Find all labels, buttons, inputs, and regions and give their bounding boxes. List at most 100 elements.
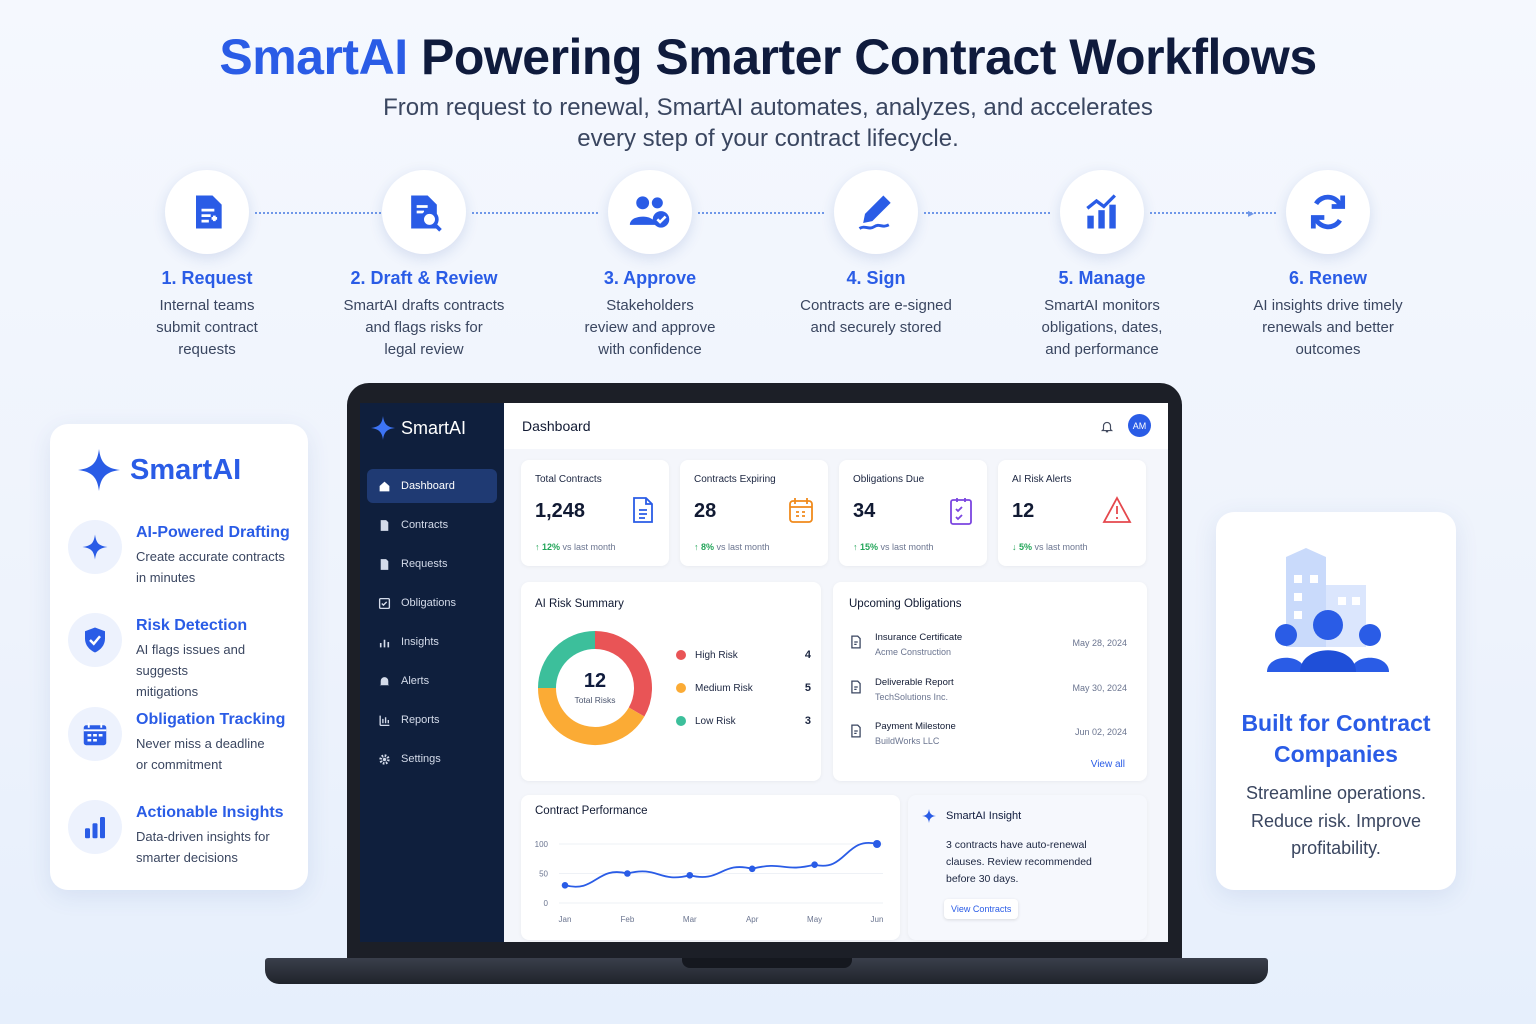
x-tick-label: Mar [683,915,697,924]
x-tick-label: Jan [559,915,572,924]
pen-signature-icon [858,195,891,230]
document-icon [851,724,861,738]
obligation-item[interactable]: Deliverable Report TechSolutions Inc. May … [849,677,1127,717]
step-icon-circle [382,170,466,254]
feature-title: Actionable Insights [136,804,284,821]
obligation-party: BuildWorks LLC [875,736,940,746]
obligation-item[interactable]: Payment Milestone BuildWorks LLC Jun 02, 2… [849,721,1127,761]
app-logo[interactable]: SmartAI [371,416,466,440]
sidebar-item-requests[interactable]: Requests [367,547,497,581]
kpi-card[interactable]: Obligations Due 34 ↑ 15% vs last month [839,460,987,566]
legend-swatch [676,716,686,726]
document-icon [633,497,653,523]
kpi-label: AI Risk Alerts [1012,474,1072,485]
contracts-icon [380,519,389,531]
sidebar-item-label: Requests [401,558,448,570]
clipboard-check-icon [950,498,972,525]
app-screen: SmartAI Dashboard Contracts Requests Obliga… [360,403,1168,942]
view-contracts-button[interactable]: View Contracts [944,899,1019,919]
sidebar-item-label: Dashboard [401,480,455,492]
kpi-value: 28 [694,500,717,522]
step-title: 2. Draft & Review [350,268,498,288]
kpi-card[interactable]: Contracts Expiring 28 ↑ 8% vs last month [680,460,828,566]
step-connector [255,212,381,214]
y-tick-label: 100 [535,840,549,849]
step-description: submit contract [156,319,258,336]
insight-text: 3 contracts have auto-renewal [946,839,1087,851]
x-tick-label: May [807,915,822,924]
kpi-delta: ↑ 15% [853,542,879,552]
promo-text: Reduce risk. Improve [1250,810,1422,831]
data-point [624,870,631,877]
sparkle-icon [82,534,108,560]
step-connector [698,212,824,214]
kpi-value: 12 [1012,500,1035,522]
obligation-title: Payment Milestone [875,721,956,732]
data-point [686,871,694,879]
legend-value: 3 [804,715,811,727]
feature-description: mitigations [136,684,199,699]
step-connector [1150,212,1276,214]
kpi-value: 34 [853,500,876,522]
obligation-party: TechSolutions Inc. [875,691,949,702]
sidebar-item-contracts[interactable]: Contracts [367,508,497,542]
donut-slice-high-risk [594,631,652,717]
feature-item: AI-Powered Drafting Create accurate contr… [68,520,298,588]
bell-icon[interactable] [1100,419,1114,434]
sidebar-item-insights[interactable]: Insights [367,625,497,659]
obligation-date: May 30, 2024 [1072,682,1127,693]
sidebar-item-label: Settings [401,753,441,765]
sparkle-logo-icon [371,416,395,440]
kpi-delta-text: vs last month [714,542,770,552]
sidebar-item-obligations[interactable]: Obligations [367,586,497,620]
risk-legend-item: Medium Risk 5 [676,682,811,694]
view-all-link[interactable]: View all [1090,759,1125,770]
feature-title: Obligation Tracking [136,711,286,728]
reports-icon [379,715,390,726]
promo-card [1216,512,1456,890]
step-description: and flags risks for [365,319,483,336]
step-description: SmartAI monitors [1044,297,1160,314]
panel-title: Upcoming Obligations [849,598,962,610]
step-description: renewals and better [1262,319,1394,336]
sidebar-item-label: Obligations [401,597,457,609]
avatar[interactable]: AM [1128,414,1151,437]
sidebar-item-reports[interactable]: Reports [367,703,497,737]
kpi-card[interactable]: AI Risk Alerts 12 ↓ 5% vs last month [998,460,1146,566]
features-logo: SmartAI [78,448,241,492]
sparkle-logo-icon [78,449,120,491]
obligation-title: Deliverable Report [875,676,954,688]
legend-swatch [676,650,686,660]
obligation-date: May 28, 2024 [1072,638,1127,648]
document-plus-icon [196,195,222,229]
step-description: and securely stored [810,319,942,336]
upcoming-obligations-panel: Upcoming Obligations Insurance Certifica… [833,582,1147,781]
donut-slice-medium-risk [538,687,645,745]
promo-text: profitability. [1291,838,1381,858]
data-point [873,840,881,848]
step-icon-circle [834,170,918,254]
legend-swatch [676,683,686,693]
kpi-card[interactable]: Total Contracts 1,248 ↑ 12% vs last month [521,460,669,566]
x-tick-label: Jun [871,915,884,924]
kpi-value: 1,248 [535,500,586,522]
legend-label: Low Risk [695,715,736,727]
feature-icon-circle [68,613,122,667]
kpi-label: Total Contracts [535,474,602,485]
obligation-item[interactable]: Insurance Certificate Acme Construction Ma… [849,632,1127,672]
refresh-icon [1310,194,1346,230]
feature-description: smarter decisions [136,850,238,865]
workflow-step: 2. Draft & Review SmartAI drafts contract… [314,170,534,361]
sidebar-item-dashboard[interactable]: Dashboard [367,469,497,503]
risk-legend-item: Low Risk 3 [676,715,811,727]
sidebar-item-settings[interactable]: Settings [367,742,497,776]
alerts-icon [379,676,390,687]
laptop-notch [682,958,852,968]
dashboard-icon [379,481,390,491]
sidebar-item-alerts[interactable]: Alerts [367,664,497,698]
sparkle-icon [922,809,936,823]
workflow-step: 5. Manage SmartAI monitors obligations, da… [992,170,1212,361]
step-description: Contracts are e-signed [800,297,952,314]
legend-value: 5 [804,682,811,694]
feature-description: Data-driven insights for [136,829,270,844]
